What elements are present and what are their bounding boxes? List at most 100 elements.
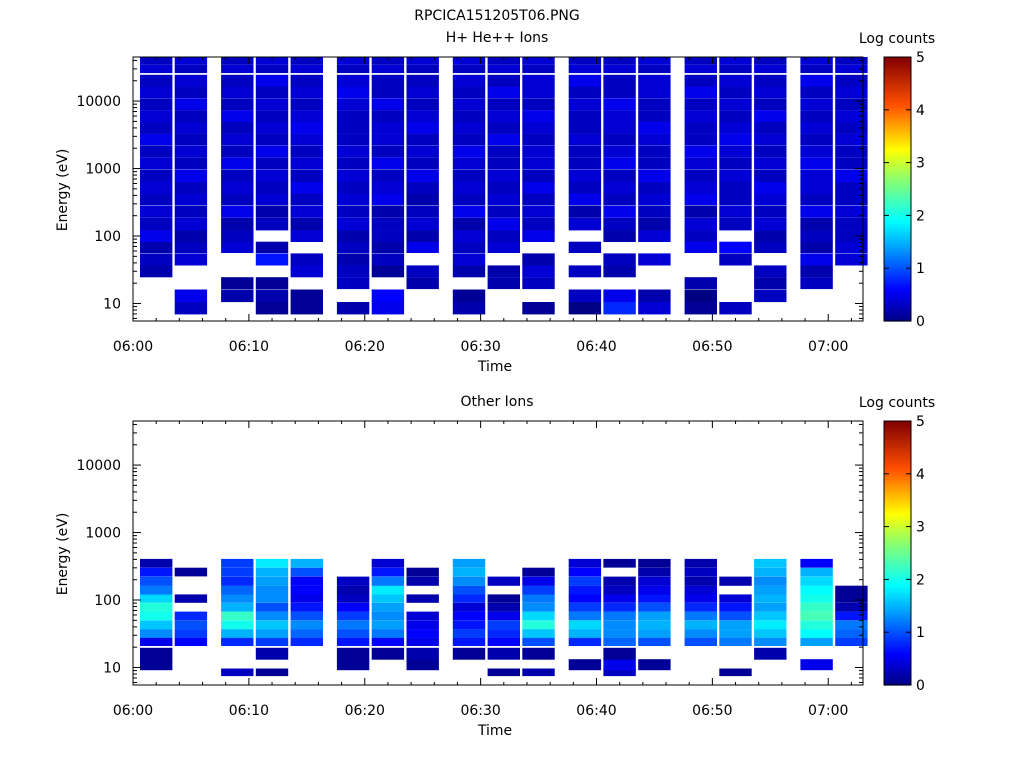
heatmap-cell	[221, 122, 254, 134]
colorbar-segment	[884, 434, 911, 438]
heatmap-cell	[603, 659, 636, 671]
colorbar-segment	[884, 244, 911, 248]
heatmap-cell	[336, 157, 370, 170]
heatmap-cell	[835, 74, 868, 87]
heatmap-cell	[406, 659, 439, 671]
colorbar-segment	[884, 666, 911, 670]
colorbar-segment	[884, 152, 911, 156]
heatmap-cell	[487, 145, 520, 158]
heatmap-cell	[568, 659, 602, 671]
heatmap-cell	[638, 576, 671, 586]
heatmap-cell	[487, 86, 520, 98]
heatmap-cell	[255, 602, 289, 612]
heatmap-cell	[568, 594, 602, 603]
heatmap-cell	[754, 576, 787, 586]
heatmap-cell	[684, 241, 717, 253]
heatmap-cell	[221, 193, 254, 206]
heatmap-cell	[371, 302, 405, 315]
heatmap-cell	[719, 576, 752, 586]
colorbar-segment	[884, 463, 911, 467]
heatmap-cell	[603, 253, 636, 266]
heatmap-cell	[174, 620, 208, 630]
heatmap-cell	[603, 265, 636, 278]
heatmap-cell	[487, 181, 520, 194]
heatmap-cell	[140, 122, 173, 134]
colorbar-segment	[884, 181, 911, 185]
heatmap-cell	[174, 169, 208, 183]
heatmap-cell	[371, 57, 405, 65]
heatmap-cell	[406, 265, 439, 278]
heatmap-cell	[406, 205, 439, 218]
heatmap-cell	[140, 145, 173, 158]
heatmap-cell	[290, 602, 323, 612]
heatmap-cell	[371, 64, 405, 74]
heatmap-cell	[719, 620, 752, 630]
colorbar-segment	[884, 255, 911, 259]
colorbar-segment	[884, 574, 911, 578]
colorbar-segment	[884, 70, 911, 74]
heatmap-cell	[684, 181, 717, 194]
colorbar-segment	[884, 558, 911, 562]
heatmap-cell	[221, 576, 254, 586]
heatmap-cell	[255, 98, 289, 111]
colorbar-segment	[884, 170, 911, 174]
colorbar-segment	[884, 241, 911, 246]
heatmap-cell	[719, 157, 752, 170]
heatmap-cell	[452, 620, 486, 630]
heatmap-cell	[638, 585, 671, 595]
y-tick-label: 10	[103, 296, 121, 312]
heatmap-cell	[452, 302, 486, 315]
colorbar-segment	[884, 595, 911, 599]
heatmap-cell	[221, 217, 254, 231]
heatmap-cell	[336, 181, 370, 194]
heatmap-cell	[290, 620, 323, 630]
colorbar-segment	[884, 59, 911, 63]
heatmap-cell	[406, 74, 439, 87]
colorbar-label: Log counts	[859, 31, 935, 47]
heatmap-cell	[406, 133, 439, 146]
colorbar-segment	[884, 154, 911, 158]
heatmap-cell	[603, 217, 636, 231]
heatmap-cell	[221, 205, 254, 218]
heatmap-cell	[371, 122, 405, 134]
heatmap-cell	[174, 205, 208, 218]
heatmap-cell	[290, 576, 323, 586]
heatmap-cell	[754, 620, 787, 630]
heatmap-cell	[568, 567, 602, 577]
heatmap-cell	[140, 558, 173, 568]
heatmap-cell	[800, 169, 833, 183]
heatmap-cell	[800, 217, 833, 231]
colorbar-segment	[884, 589, 911, 594]
heatmap-cell	[754, 86, 787, 98]
colorbar-segment	[884, 165, 911, 169]
heatmap-cell	[603, 122, 636, 134]
heatmap-cell	[638, 567, 671, 577]
heatmap-cell	[835, 217, 868, 231]
heatmap-cell	[568, 110, 602, 122]
heatmap-cell	[336, 169, 370, 183]
colorbar-segment	[884, 537, 911, 541]
colorbar-segment	[884, 479, 911, 483]
heatmap-cell	[568, 629, 602, 638]
heatmap-cell	[754, 169, 787, 183]
colorbar-segment	[884, 252, 911, 256]
colorbar-segment	[884, 83, 911, 87]
heatmap-cell	[406, 98, 439, 111]
heatmap-cell	[568, 145, 602, 158]
colorbar-segment	[884, 141, 911, 145]
heatmap-cell	[406, 217, 439, 231]
heatmap-cell	[684, 57, 717, 65]
heatmap-cell	[174, 74, 208, 87]
colorbar-frame	[883, 56, 912, 322]
heatmap-cell	[290, 122, 323, 134]
colorbar-segment	[884, 86, 911, 90]
heatmap-cell	[603, 230, 636, 242]
heatmap-cell	[754, 567, 787, 577]
colorbar-segment	[884, 99, 911, 103]
heatmap-cell	[290, 98, 323, 111]
colorbar-segment	[884, 307, 911, 312]
heatmap-cell	[290, 133, 323, 146]
colorbar-segment	[884, 500, 911, 504]
heatmap-cell	[754, 637, 787, 646]
heatmap-cell	[336, 133, 370, 146]
